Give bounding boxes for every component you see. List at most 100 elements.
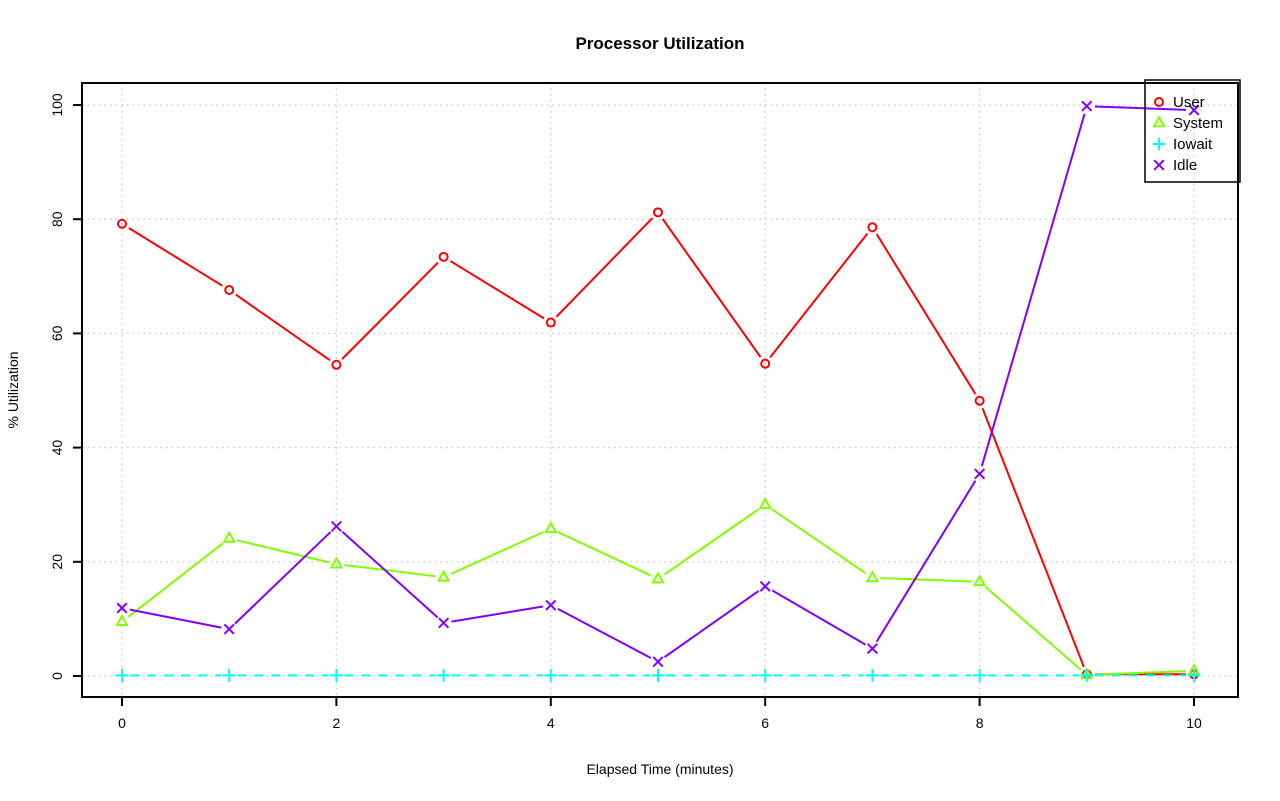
x-tick-label: 0 <box>118 715 126 731</box>
series-line-segment <box>557 531 652 577</box>
system-marker <box>544 521 558 534</box>
series-line-segment <box>236 539 329 564</box>
legend-item-iowait: Iowait <box>1152 136 1213 153</box>
x-tick-label: 4 <box>547 715 555 731</box>
chart-title: Processor Utilization <box>575 34 744 53</box>
series-line-segment <box>128 227 223 287</box>
iowait-marker <box>222 668 236 682</box>
system-marker <box>115 614 129 627</box>
legend-item-system: System <box>1152 115 1223 132</box>
series-user <box>117 207 1199 680</box>
user-marker <box>974 395 985 406</box>
x-tick-label: 6 <box>761 715 769 731</box>
legend: User System Iowait Idle <box>1144 79 1241 183</box>
x-tick-label: 10 <box>1186 715 1202 731</box>
idle-marker <box>545 599 557 611</box>
y-tick-label: 100 <box>49 93 65 117</box>
x-tick-label: 2 <box>333 715 341 731</box>
series-line-segment <box>771 508 867 575</box>
series-line-segment <box>771 589 866 646</box>
series-line-segment <box>449 260 545 320</box>
user-marker <box>653 207 663 218</box>
series-line-segment <box>661 218 762 358</box>
legend-item-idle: Idle <box>1153 157 1197 174</box>
user-marker <box>117 218 127 229</box>
idle-marker <box>866 643 878 655</box>
series-line-segment <box>344 564 436 578</box>
series-line-segment <box>451 605 544 623</box>
series-line-segment <box>129 608 222 629</box>
idle-marker <box>652 656 664 668</box>
series-line-segment <box>127 542 224 618</box>
idle-marker <box>759 580 771 592</box>
idle-marker <box>1188 104 1200 116</box>
legend-label: Idle <box>1173 157 1197 174</box>
user-marker <box>760 358 771 369</box>
idle-marker <box>974 468 986 480</box>
series-line-segment <box>1094 670 1187 676</box>
series-line-segment <box>341 261 439 360</box>
system-legend-marker <box>1152 115 1166 128</box>
iowait-marker <box>1187 668 1201 682</box>
series-iowait <box>115 668 1201 682</box>
iowait-legend-marker <box>1152 137 1166 151</box>
system-marker <box>972 574 987 587</box>
system-marker <box>651 571 665 584</box>
series-line-segment <box>980 113 1086 467</box>
user-marker <box>545 317 556 328</box>
user-marker <box>331 359 342 370</box>
legend-label: User <box>1173 94 1205 111</box>
idle-marker <box>1081 100 1093 112</box>
idle-legend-marker <box>1153 159 1165 171</box>
x-axis-label: Elapsed Time (minutes) <box>586 761 733 777</box>
iowait-marker <box>329 668 343 682</box>
series-line-segment <box>880 577 972 583</box>
iowait-marker <box>544 668 558 682</box>
series-line-segment <box>981 407 1085 668</box>
legend-item-user: User <box>1154 94 1205 111</box>
system-marker <box>865 570 880 583</box>
system-marker <box>436 569 451 582</box>
user-marker <box>224 285 235 296</box>
idle-marker <box>116 602 128 614</box>
idle-marker <box>438 617 450 629</box>
series-idle <box>116 100 1200 668</box>
series-line-segment <box>875 233 977 395</box>
x-tick-label: 8 <box>976 715 984 731</box>
series-line-segment <box>875 480 977 643</box>
iowait-marker <box>651 668 665 682</box>
idle-marker <box>223 623 235 635</box>
user-marker <box>438 251 449 262</box>
system-marker <box>329 556 344 569</box>
user-marker <box>867 222 878 233</box>
legend-label: System <box>1173 115 1223 132</box>
legend-label: Iowait <box>1173 136 1213 153</box>
iowait-marker <box>115 668 129 682</box>
iowait-marker <box>758 668 772 682</box>
series-line-segment <box>341 531 439 619</box>
series-line-segment <box>234 531 332 625</box>
series-line-segment <box>769 232 869 358</box>
user-legend-marker <box>1154 97 1164 107</box>
iowait-marker <box>437 668 451 682</box>
y-tick-label: 60 <box>49 325 65 341</box>
plot-border <box>81 82 1239 698</box>
series-line-segment <box>984 586 1082 671</box>
system-marker <box>222 530 236 543</box>
iowait-marker <box>973 668 987 682</box>
series-line-segment <box>663 590 760 658</box>
data-series <box>115 100 1201 682</box>
series-line-segment <box>450 531 544 575</box>
series-line-segment <box>235 293 331 362</box>
series-line-segment <box>1094 105 1187 111</box>
y-tick-label: 0 <box>49 672 65 680</box>
legend-box <box>1144 79 1241 183</box>
y-tick-label: 20 <box>49 554 65 570</box>
y-tick-label: 80 <box>49 211 65 227</box>
iowait-marker <box>865 668 879 682</box>
series-line-segment <box>557 608 652 659</box>
iowait-marker <box>1080 668 1094 682</box>
